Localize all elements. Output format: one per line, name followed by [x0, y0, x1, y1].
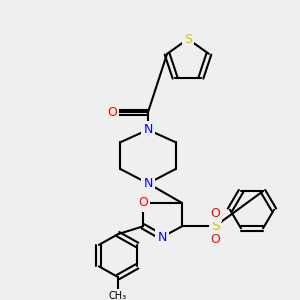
Text: O: O — [210, 207, 220, 220]
Text: O: O — [138, 196, 148, 209]
Text: O: O — [107, 106, 117, 119]
Text: S: S — [184, 32, 192, 46]
Text: N: N — [143, 177, 153, 190]
Text: N: N — [143, 123, 153, 136]
Text: N: N — [157, 231, 167, 244]
Text: CH₃: CH₃ — [109, 291, 127, 300]
Text: S: S — [211, 219, 219, 233]
Text: O: O — [210, 232, 220, 245]
